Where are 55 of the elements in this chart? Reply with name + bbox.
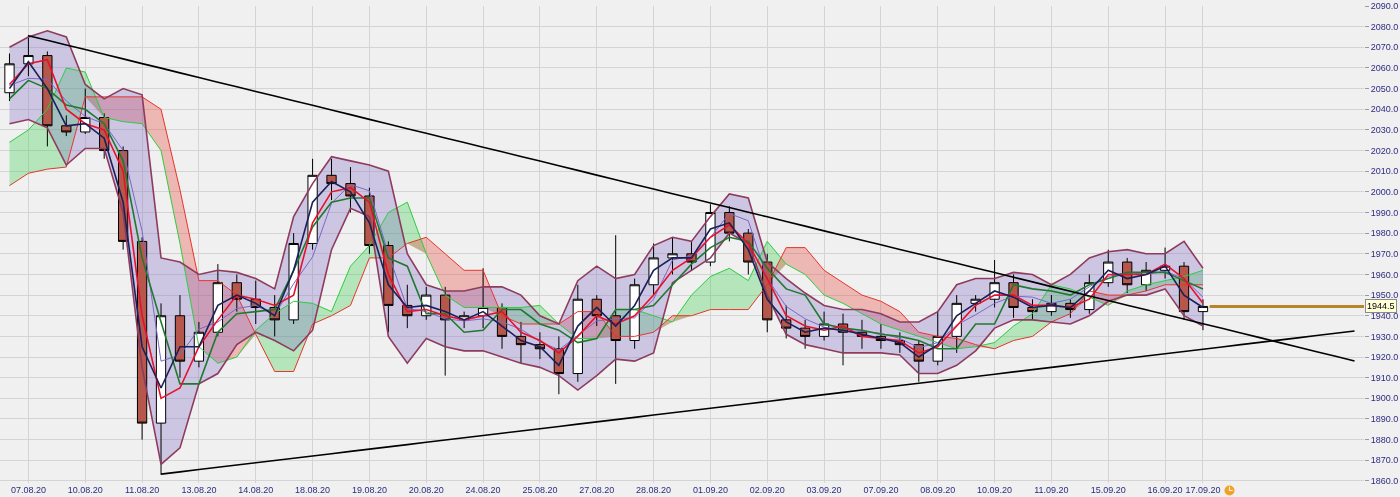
x-tick-label: 27.08.20 (579, 485, 615, 495)
x-tick-label: 15.09.20 (1090, 485, 1126, 495)
x-tick-label: 17.09.20 (1185, 485, 1221, 495)
y-tick-label: 1930.0 (1370, 331, 1399, 342)
x-tick-label: 28.08.20 (636, 485, 672, 495)
y-tick-label: 2040.0 (1370, 104, 1399, 115)
x-tick-label: 10.09.20 (977, 485, 1013, 495)
x-tick-label: 01.09.20 (692, 485, 728, 495)
candlestick (61, 114, 72, 137)
y-tick-label: 2000.0 (1370, 186, 1399, 197)
x-tick-label: 19.08.20 (351, 485, 387, 495)
y-tick-label: 2010.0 (1370, 166, 1399, 177)
candlestick (174, 294, 186, 379)
y-tick-label: 1950.0 (1370, 290, 1399, 301)
y-tick-label: 1910.0 (1370, 372, 1399, 383)
y-tick-label: 1970.0 (1370, 248, 1399, 259)
y-tick-label: 2060.0 (1370, 63, 1399, 74)
x-tick-label: 14.08.20 (238, 485, 274, 495)
y-tick-label: 2030.0 (1370, 125, 1399, 136)
y-tick-label: 1900.0 (1370, 393, 1399, 404)
x-tick-label: 07.09.20 (863, 485, 899, 495)
y-tick-label: 1860.0 (1370, 476, 1399, 487)
x-tick-label: 16.09.20 (1147, 485, 1183, 495)
x-tick-label: 11.09.20 (1034, 485, 1069, 495)
candlestick (4, 52, 15, 102)
y-tick-label: 2050.0 (1370, 83, 1399, 94)
x-tick-label: 13.08.20 (181, 485, 217, 495)
line-series (8, 29, 1204, 325)
x-tick-label: 11.08.20 (124, 485, 160, 495)
x-tick-label: 10.08.20 (67, 485, 103, 495)
x-tick-label: 18.08.20 (295, 485, 331, 495)
x-tick-label: 08.09.20 (920, 485, 956, 495)
x-tick-label: 02.09.20 (749, 485, 785, 495)
candlestick (648, 242, 659, 296)
y-tick-label: 1890.0 (1370, 414, 1399, 425)
ref-line-label: 1944.5 (1367, 301, 1395, 311)
line-series (8, 118, 1204, 466)
y-tick-label: 1990.0 (1370, 207, 1399, 218)
x-tick-label: 07.08.20 (10, 485, 46, 495)
y-tick-label: 2020.0 (1370, 145, 1399, 156)
y-tick-label: 1940.0 (1370, 310, 1399, 321)
x-tick-label: 03.09.20 (806, 485, 842, 495)
y-tick-label: 2090.0 (1370, 1, 1399, 12)
y-tick-label: 1920.0 (1370, 352, 1399, 363)
candlestick (667, 236, 678, 275)
y-tick-label: 1980.0 (1370, 228, 1399, 239)
x-tick-label: 20.08.20 (408, 485, 444, 495)
y-tick-label: 1880.0 (1370, 434, 1399, 445)
y-tick-label: 2080.0 (1370, 21, 1399, 32)
y-tick-label: 1960.0 (1370, 269, 1399, 280)
x-tick-label: 25.08.20 (522, 485, 558, 495)
candlestick (1197, 298, 1209, 331)
x-tick-label: 24.08.20 (465, 485, 501, 495)
y-tick-label: 2070.0 (1370, 42, 1399, 53)
y-tick-label: 1870.0 (1370, 455, 1399, 466)
